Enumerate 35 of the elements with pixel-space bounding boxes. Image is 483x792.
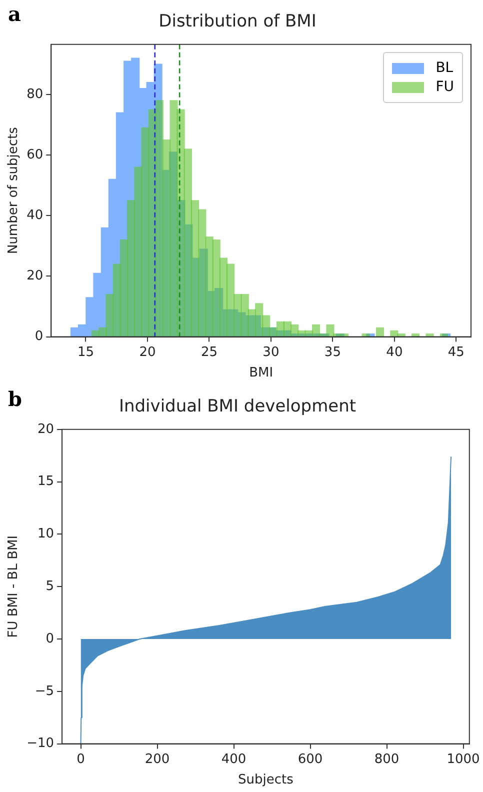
y-tick-label: 20 [37,422,54,437]
x-tick-label: 15 [77,344,94,360]
x-tick-label: 200 [144,752,170,767]
y-tick-label: 80 [26,86,44,102]
y-tick-label: 0 [46,631,54,646]
y-tick-label: 20 [26,268,44,284]
y-tick-label: 5 [46,578,54,594]
x-tick-label: 25 [200,344,218,360]
x-tick-label: 40 [386,344,403,360]
x-tick-label: 35 [324,344,341,360]
x-tick-label: 20 [139,344,156,360]
y-tick-label: 10 [37,526,54,542]
x-tick-label: 45 [448,344,464,360]
x-tick-label: 30 [262,344,280,360]
x-tick-label: 0 [76,752,85,767]
x-axis-title: Subjects [238,772,294,788]
chart-title: Distribution of BMI [158,12,316,32]
y-tick-label: 60 [26,147,44,162]
x-tick-label: 400 [221,752,246,767]
x-tick-label: 600 [298,752,323,767]
x-tick-label: 1000 [446,752,480,767]
y-tick-label: 0 [34,329,44,344]
y-tick-label: 40 [26,208,44,223]
y-axis-title: Number of subjects [6,126,22,254]
x-axis-title: BMI [249,366,274,381]
y-tick-label: −5 [34,684,54,699]
legend-label: BL [436,60,454,76]
y-tick-label: 15 [37,474,54,490]
chart-title: Individual BMI development [118,396,356,417]
y-tick-label: −10 [26,736,54,752]
x-tick-label: 800 [374,752,400,767]
text: b [8,387,22,411]
y-axis-title: FU BMI - BL BMI [6,535,22,638]
text: a [8,2,21,26]
legend-label: FU [436,79,454,96]
